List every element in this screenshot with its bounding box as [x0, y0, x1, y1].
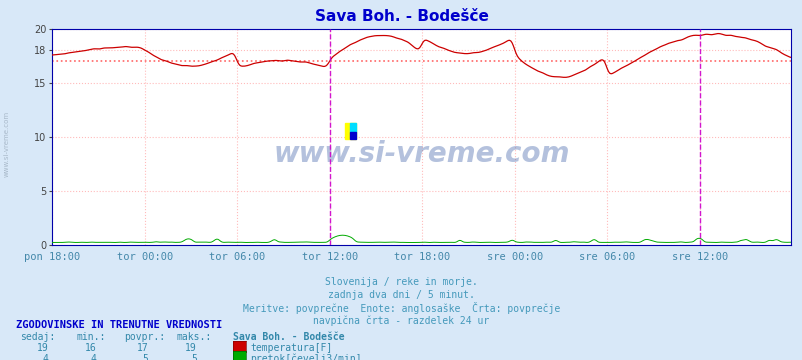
Text: Sava Boh. - Bodešče: Sava Boh. - Bodešče: [233, 332, 344, 342]
Text: sre 00:00: sre 00:00: [486, 252, 542, 262]
Text: sedaj:: sedaj:: [20, 332, 55, 342]
Text: sre 12:00: sre 12:00: [670, 252, 727, 262]
Text: 5: 5: [191, 354, 196, 360]
Text: navpična črta - razdelek 24 ur: navpična črta - razdelek 24 ur: [313, 315, 489, 325]
Text: tor 00:00: tor 00:00: [116, 252, 172, 262]
Text: 5: 5: [143, 354, 148, 360]
Text: min.:: min.:: [76, 332, 106, 342]
Text: temperatura[F]: temperatura[F]: [250, 343, 332, 353]
Text: Slovenija / reke in morje.: Slovenija / reke in morje.: [325, 277, 477, 287]
Text: www.si-vreme.com: www.si-vreme.com: [3, 111, 10, 177]
Text: pon 18:00: pon 18:00: [24, 252, 80, 262]
Text: www.si-vreme.com: www.si-vreme.com: [273, 140, 569, 168]
Bar: [350, 123, 356, 132]
Text: tor 12:00: tor 12:00: [302, 252, 358, 262]
Text: tor 06:00: tor 06:00: [209, 252, 265, 262]
Text: 16: 16: [84, 343, 96, 353]
Text: 19: 19: [36, 343, 48, 353]
Text: pretok[čevelj3/min]: pretok[čevelj3/min]: [250, 354, 362, 360]
Text: povpr.:: povpr.:: [124, 332, 165, 342]
Bar: [344, 123, 356, 139]
Text: tor 18:00: tor 18:00: [394, 252, 450, 262]
Text: 4: 4: [43, 354, 48, 360]
Text: 19: 19: [184, 343, 196, 353]
Text: sre 06:00: sre 06:00: [578, 252, 634, 262]
Text: Sava Boh. - Bodešče: Sava Boh. - Bodešče: [314, 9, 488, 24]
Text: zadnja dva dni / 5 minut.: zadnja dva dni / 5 minut.: [328, 290, 474, 300]
Text: Meritve: povprečne  Enote: anglosaške  Črta: povprečje: Meritve: povprečne Enote: anglosaške Črt…: [242, 302, 560, 314]
Bar: [350, 132, 356, 139]
Text: 4: 4: [91, 354, 96, 360]
Text: 17: 17: [136, 343, 148, 353]
Text: ZGODOVINSKE IN TRENUTNE VREDNOSTI: ZGODOVINSKE IN TRENUTNE VREDNOSTI: [16, 320, 222, 330]
Text: maks.:: maks.:: [176, 332, 212, 342]
